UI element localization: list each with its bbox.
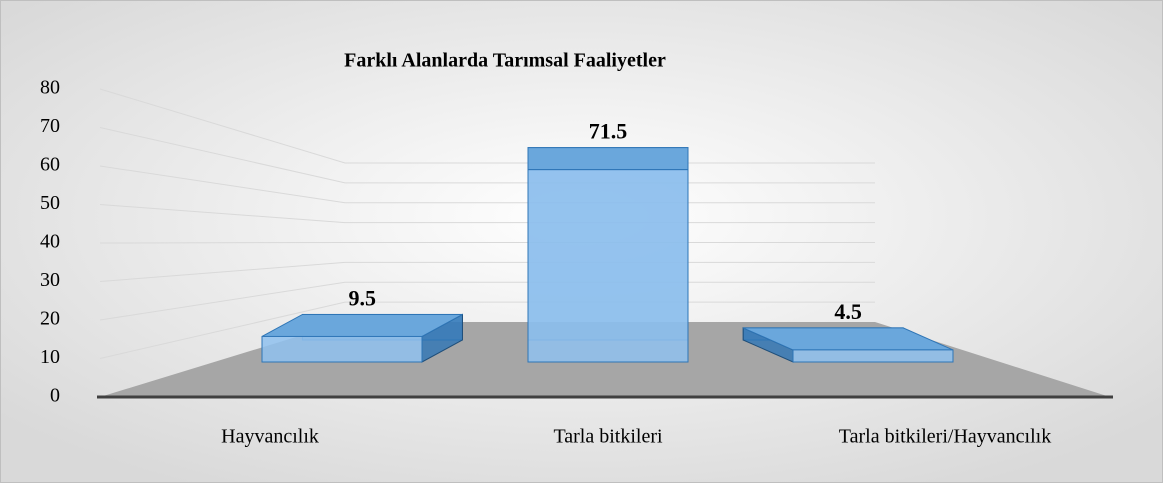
x-tick-label: Tarla bitkileri/Hayvancılık — [839, 426, 1051, 448]
y-tick-label: 0 — [50, 385, 60, 407]
value-label: 9.5 — [348, 285, 376, 310]
y-tick-label: 20 — [40, 308, 60, 330]
y-tick-label: 30 — [40, 269, 60, 291]
grid-line — [99, 88, 875, 164]
value-label: 71.5 — [589, 119, 628, 144]
bar-front — [261, 335, 423, 363]
grid-line — [99, 301, 875, 359]
x-tick-label: Hayvancılık — [221, 426, 319, 448]
y-tick-label: 60 — [40, 154, 60, 176]
grid-line — [99, 127, 875, 184]
y-tick-label: 10 — [40, 346, 60, 368]
bar-top — [527, 147, 689, 171]
y-tick-label: 50 — [40, 192, 60, 214]
y-tick-label: 40 — [40, 231, 60, 253]
bar-front — [527, 169, 689, 363]
bar — [527, 147, 689, 363]
x-tick-label: Tarla bitkileri — [553, 426, 663, 448]
bar — [742, 327, 954, 363]
grid-line — [99, 242, 875, 244]
y-tick-label: 80 — [40, 77, 60, 99]
plot-area: 0 10 20 30 40 50 60 70 80 Hayvancılık 9.5 Tarla bit… — [40, 77, 1051, 448]
grid-line — [99, 261, 875, 282]
grid-line — [99, 165, 875, 204]
bar — [261, 313, 463, 363]
chart-title: Farklı Alanlarda Tarımsal Faaliyetler — [344, 50, 666, 72]
grid-line — [99, 204, 875, 224]
bar-front — [792, 349, 954, 363]
value-label: 4.5 — [834, 299, 862, 324]
y-tick-label: 70 — [40, 115, 60, 137]
grid-line — [99, 281, 875, 321]
